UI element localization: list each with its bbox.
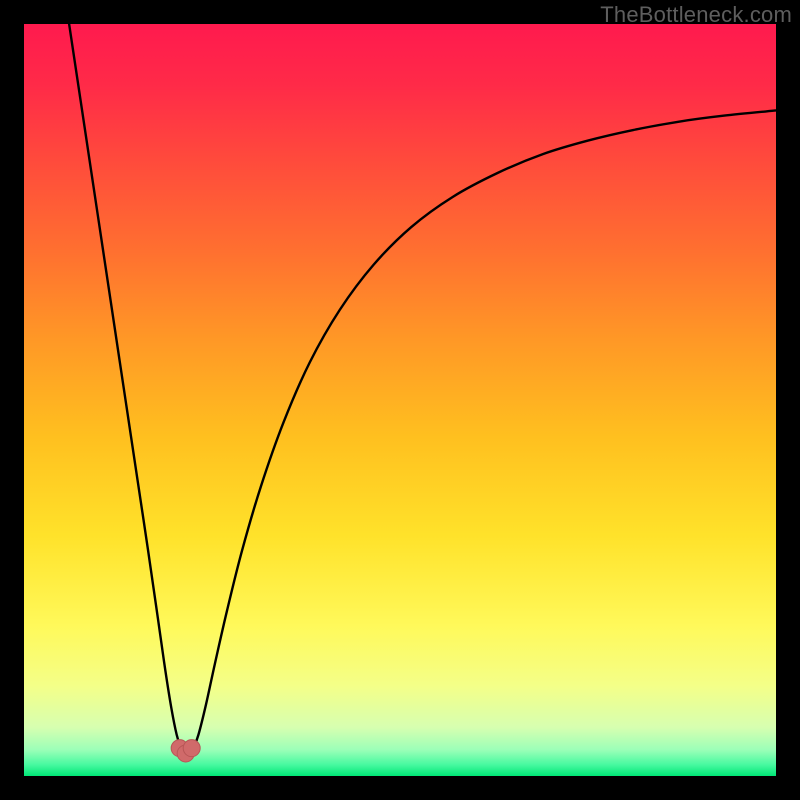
chart-stage: TheBottleneck.com xyxy=(0,0,800,800)
bottleneck-chart-svg xyxy=(0,0,800,800)
trough-marker-2 xyxy=(183,740,200,757)
plot-background xyxy=(24,24,776,776)
watermark-text: TheBottleneck.com xyxy=(600,2,792,28)
